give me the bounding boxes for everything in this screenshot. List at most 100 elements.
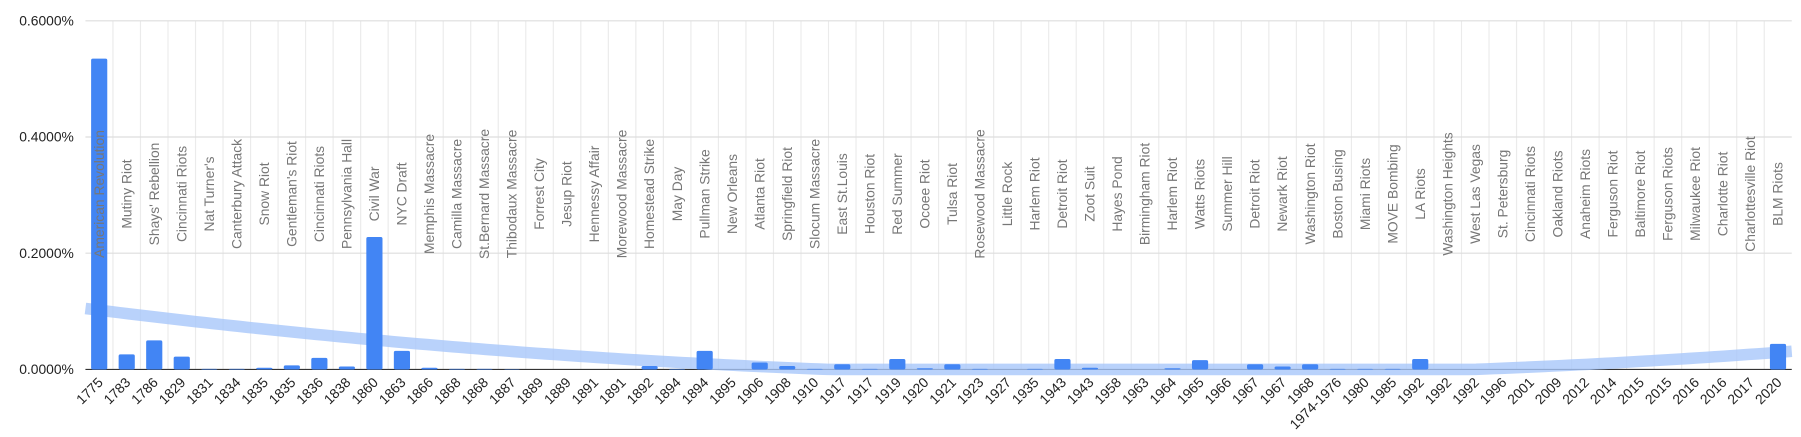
bar (476, 368, 493, 370)
annotation: Zoot Suit (1082, 166, 1098, 222)
annotation: Birmingham Riot (1137, 143, 1153, 245)
annotation: Hayes Pond (1109, 156, 1125, 231)
bar (696, 350, 713, 370)
x-tick-label: 1775 (73, 374, 106, 407)
x-tick-label: 2016 (1697, 374, 1730, 407)
annotation: Boston Busing (1329, 149, 1345, 238)
annotation: Charlottesville Riot (1742, 136, 1758, 252)
x-tick-label: 1992 (1421, 374, 1454, 407)
x-tick-label: 2017 (1724, 374, 1757, 407)
x-tick-label: 1889 (541, 374, 574, 407)
annotation: Detroit Riot (1054, 159, 1070, 228)
x-tick-label: 1868 (431, 374, 464, 407)
bar (448, 368, 466, 370)
annotation: Detroit Riot (1247, 159, 1263, 228)
x-tick-label: 1895 (706, 374, 739, 407)
y-tick-label: 0.2000% (19, 245, 74, 261)
bar (751, 362, 768, 370)
annotation: Rosewood Massacre (971, 129, 987, 259)
annotation: Forrest City (531, 158, 547, 230)
x-tick-label: 1985 (1366, 374, 1399, 407)
x-tick-label: 1958 (1091, 374, 1124, 407)
annotation: Ferguson Riot (1604, 150, 1620, 237)
annotation: New Orleans (724, 154, 740, 234)
annotation: Canterbury Attack (228, 139, 244, 249)
bar (889, 358, 906, 370)
annotation: Springfield Riot (779, 147, 795, 241)
bar (1412, 358, 1429, 370)
annotation: Little Rock (999, 162, 1015, 227)
x-tick-label: 1831 (183, 374, 216, 407)
annotation: Watts Riots (1192, 159, 1208, 229)
bar (1274, 366, 1291, 370)
annotation: Anaheim Riots (1577, 149, 1593, 239)
annotation: Tulsa Riot (944, 163, 960, 225)
bar (1247, 364, 1264, 370)
annotation: Slocum Massacre (806, 139, 822, 249)
x-tick-label: 1920 (898, 374, 931, 407)
bar (1329, 368, 1346, 370)
x-tick-label: 1980 (1339, 374, 1372, 407)
annotation: Pennsylvania Hall (339, 139, 355, 249)
annotation: Ocoee Riot (916, 159, 932, 228)
x-tick-label: 1943 (1064, 374, 1097, 407)
x-tick-label: 1891 (568, 374, 601, 407)
annotation: Summer Hill (1219, 156, 1235, 231)
x-tick-label: 1917 (843, 374, 876, 407)
annotation: Jesup Riot (559, 161, 575, 227)
x-tick-label: 1891 (596, 374, 629, 407)
x-tick-label: 1917 (816, 374, 849, 407)
bar (118, 354, 135, 370)
x-tick-label: 1908 (761, 374, 794, 407)
x-tick-label: 1943 (1036, 374, 1069, 407)
y-tick-label: 0.6000% (19, 12, 74, 28)
annotation: Oakland Riots (1549, 150, 1565, 237)
x-tick-label: 1863 (376, 374, 409, 407)
annotation: NYC Draft (394, 162, 410, 225)
bar (256, 367, 273, 370)
bar (146, 340, 163, 370)
annotation: St. Petersburg (1494, 150, 1510, 239)
bar (1081, 367, 1099, 370)
annotation: Mutiny Riot (118, 159, 134, 228)
annotation: Camilla Massacre (449, 139, 465, 249)
annotation: Thibodaux Massacre (504, 129, 520, 258)
y-tick-label: 0.4000% (19, 129, 74, 145)
x-tick-label: 1868 (458, 374, 491, 407)
x-tick-label: 1892 (623, 374, 656, 407)
annotation: Harlem Riot (1164, 157, 1180, 230)
x-tick-label: 1889 (513, 374, 546, 407)
x-tick-label: 2020 (1752, 374, 1785, 407)
bar (311, 357, 328, 370)
bar (201, 368, 218, 370)
bar (173, 356, 190, 370)
y-tick-label: 0.0000% (19, 361, 74, 377)
x-tick-label: 1919 (871, 374, 904, 407)
annotation: Snow Riot (256, 162, 272, 225)
x-tick-label: 2001 (1504, 374, 1537, 407)
bar (641, 365, 658, 370)
x-tick-label: 2016 (1669, 374, 1702, 407)
annotation: Cincinnati Riots (311, 146, 327, 242)
x-tick-label: 1967 (1256, 374, 1289, 407)
annotation: Hennessy Affair (586, 145, 602, 242)
annotation: MOVE Bombing (1384, 144, 1400, 243)
x-tick-label: 1966 (1201, 374, 1234, 407)
x-tick-label: 2012 (1559, 374, 1592, 407)
bar (366, 236, 383, 370)
x-tick-label: 1965 (1174, 374, 1207, 407)
bar (421, 367, 438, 370)
x-tick-label: 1835 (265, 374, 298, 407)
annotation: May Day (669, 167, 685, 222)
annotation: Houston Riot (861, 154, 877, 234)
bar (1357, 368, 1374, 370)
annotation: St.Bernard Massacre (476, 129, 492, 259)
x-tick-label: 2015 (1642, 374, 1675, 407)
bar (971, 368, 988, 370)
annotation: Atlanta Riot (751, 158, 767, 230)
annotation: Ferguson Riots (1660, 147, 1676, 241)
x-tick-label: 1963 (1119, 374, 1152, 407)
annotation: Charlotte Riot (1715, 151, 1731, 236)
x-tick-label: 1836 (293, 374, 326, 407)
x-tick-label: 1860 (348, 374, 381, 407)
